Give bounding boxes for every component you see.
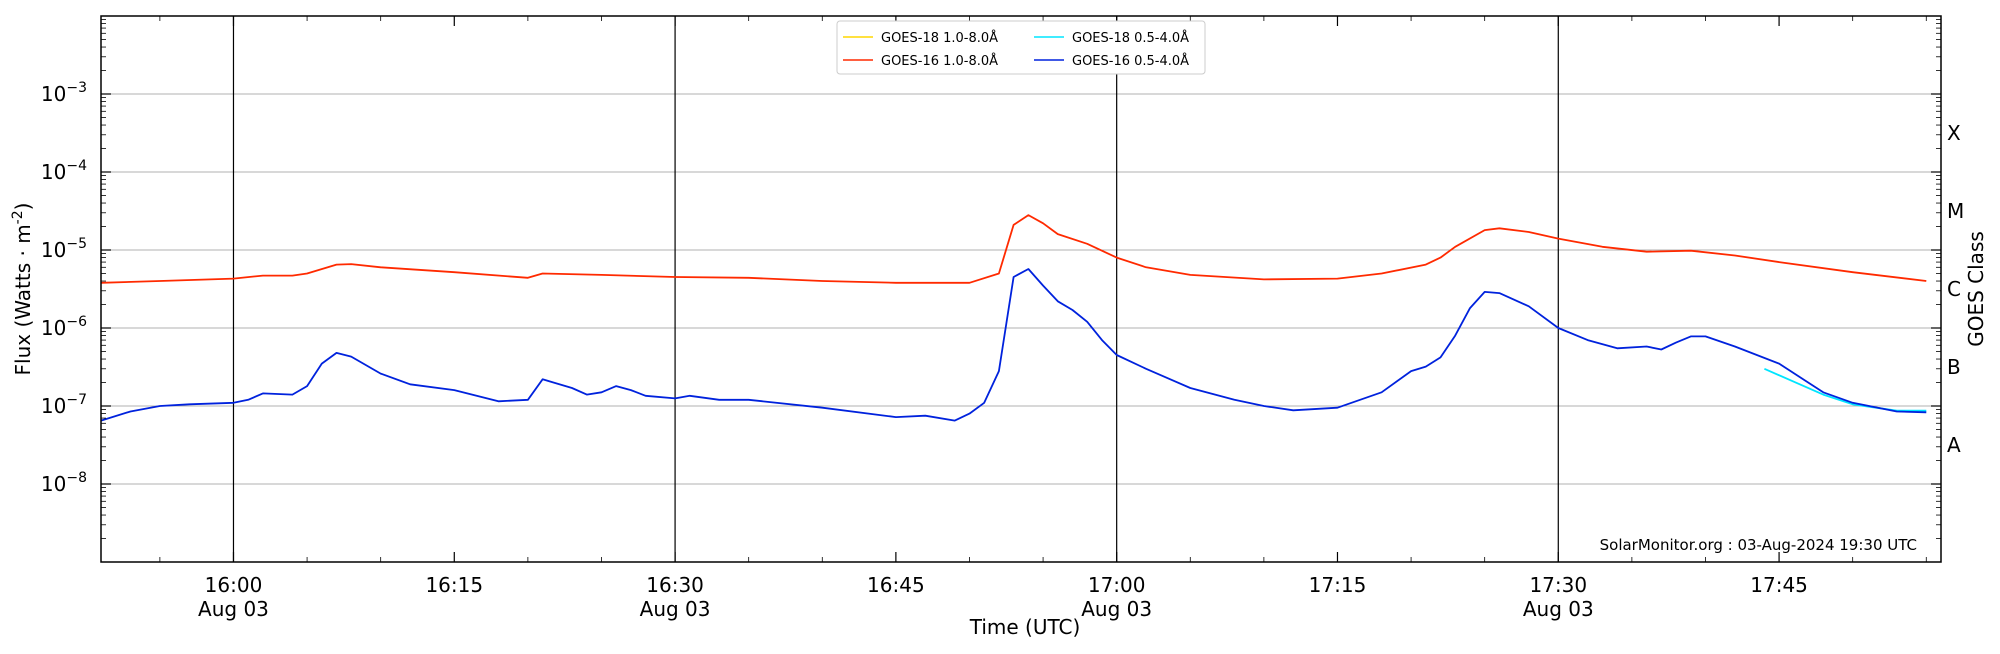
y-axis-label-main: Flux (Watts · m (11, 224, 35, 375)
y-tick-base: 10 (41, 472, 66, 496)
legend-item: GOES-18 1.0-8.0Å (843, 30, 998, 46)
series-line-2 (100, 268, 1927, 422)
y-tick-exponent: −7 (66, 392, 87, 408)
y-tick-label: 10−8 (41, 470, 87, 496)
series-line-0 (100, 214, 1927, 284)
x-tick-label: 16:45 (867, 573, 925, 597)
y-axis-label: Flux (Watts · m-2) (10, 203, 35, 376)
x-tick-date-label: Aug 03 (1523, 597, 1594, 621)
x-tick-date-label: Aug 03 (640, 597, 711, 621)
plot-frame (100, 15, 1942, 563)
x-tick-label: 17:30 (1529, 573, 1587, 597)
x-tick-label: 16:00 (205, 573, 263, 597)
source-annotation: SolarMonitor.org : 03-Aug-2024 19:30 UTC (1600, 536, 1917, 554)
y-tick-base: 10 (41, 238, 66, 262)
legend-item: GOES-16 1.0-8.0Å (843, 53, 998, 69)
y-tick-exponent: −4 (66, 158, 87, 174)
y-tick-base: 10 (41, 316, 66, 340)
goes-class-A: A (1947, 433, 1961, 457)
y-axis-label-exponent: -2 (10, 210, 26, 224)
y-tick-exponent: −5 (66, 236, 87, 252)
x-tick-label: 16:30 (646, 573, 704, 597)
y-tick-base: 10 (41, 82, 66, 106)
y-tick-label: 10−4 (41, 158, 87, 184)
goes-class-labels: A B C M X (1947, 121, 1964, 457)
x-tick-date-label: Aug 03 (1081, 597, 1152, 621)
legend-label: GOES-16 0.5-4.0Å (1072, 53, 1189, 69)
goes-class-axis-label: GOES Class (1964, 231, 1988, 347)
x-tick-date-label: Aug 03 (198, 597, 269, 621)
y-tick-base: 10 (41, 160, 66, 184)
legend-label: GOES-18 1.0-8.0Å (881, 30, 998, 46)
y-tick-label: 10−3 (41, 80, 87, 106)
y-tick-label: 10−5 (41, 236, 87, 262)
goes-class-X: X (1947, 121, 1961, 145)
goes-class-C: C (1947, 277, 1961, 301)
y-axis-ticks: 10−810−710−610−510−410−3 (41, 19, 1941, 539)
y-tick-exponent: −8 (66, 470, 87, 486)
x-tick-label: 17:00 (1088, 573, 1146, 597)
x-tick-label: 17:15 (1309, 573, 1367, 597)
legend-item: GOES-16 0.5-4.0Å (1034, 53, 1189, 69)
y-tick-label: 10−7 (41, 392, 87, 418)
x-tick-label: 16:15 (425, 573, 483, 597)
x-axis-label: Time (UTC) (969, 615, 1081, 639)
legend-box (836, 20, 1206, 75)
series-line-1 (1764, 367, 1927, 412)
legend-label: GOES-18 0.5-4.0Å (1072, 30, 1189, 46)
y-axis-label-close: ) (11, 203, 35, 211)
goes-class-M: M (1947, 199, 1964, 223)
y-tick-exponent: −6 (66, 314, 87, 330)
y-tick-base: 10 (41, 394, 66, 418)
legend-item: GOES-18 0.5-4.0Å (1034, 30, 1189, 46)
legend: GOES-18 1.0-8.0Å GOES-18 0.5-4.0Å GOES-16 … (836, 20, 1206, 75)
series-lines (100, 214, 1927, 422)
x-tick-label: 17:45 (1750, 573, 1808, 597)
y-tick-label: 10−6 (41, 314, 87, 340)
y-tick-exponent: −3 (66, 80, 87, 96)
goes-class-B: B (1947, 355, 1961, 379)
day-marker-lines (232, 16, 1559, 562)
grid-lines (101, 93, 1941, 485)
legend-label: GOES-16 1.0-8.0Å (881, 53, 998, 69)
